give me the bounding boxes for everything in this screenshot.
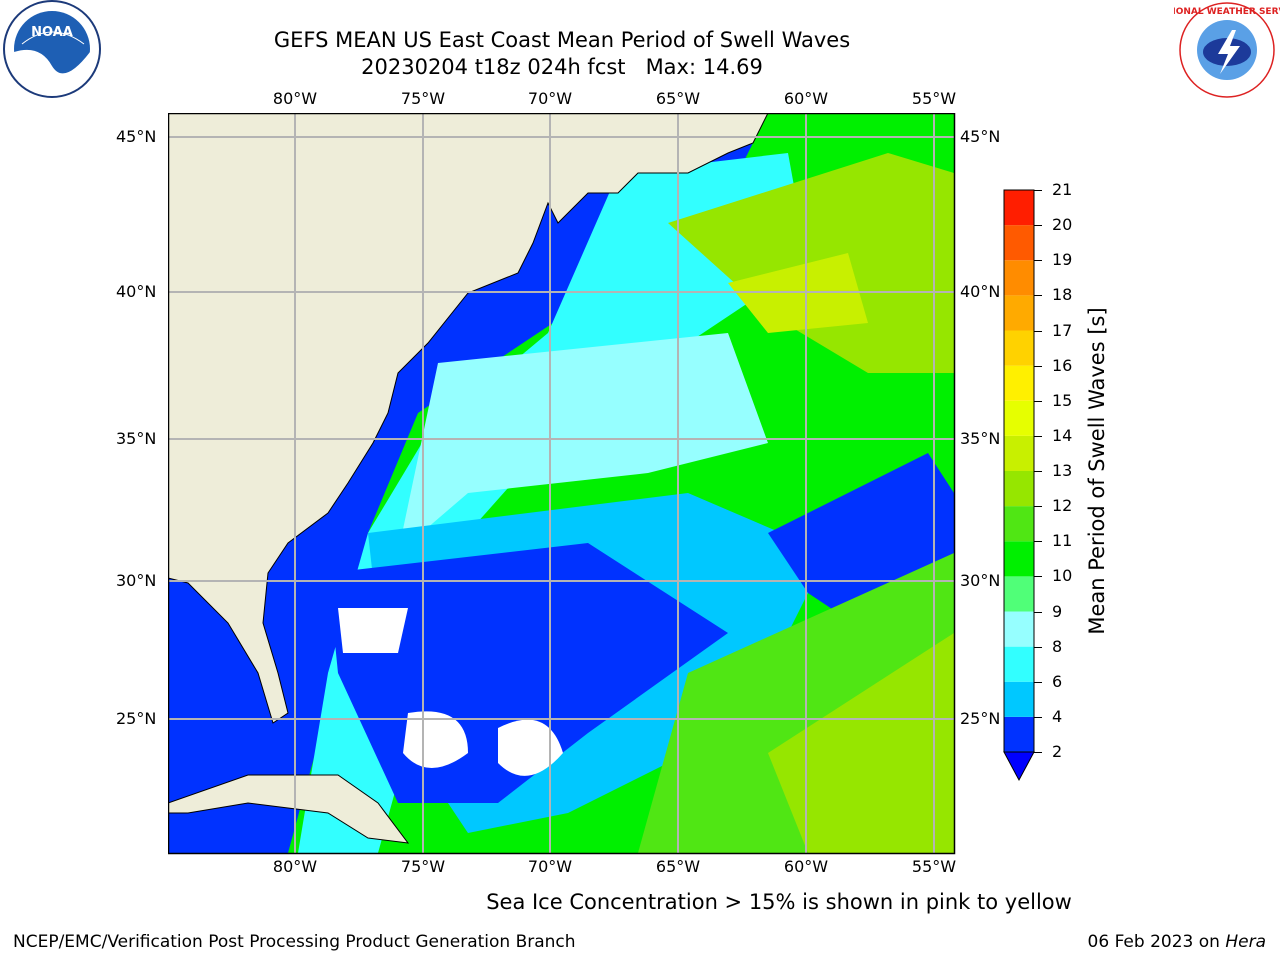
- lon-label-top: 80°W: [272, 89, 318, 108]
- colorbar-tick: [1034, 435, 1042, 437]
- colorbar-tick: [1034, 681, 1042, 683]
- colorbar-tick-label: 6: [1052, 671, 1063, 691]
- colorbar-tick: [1034, 576, 1042, 578]
- colorbar-swatch: [1004, 330, 1034, 366]
- colorbar-swatch: [1004, 681, 1034, 717]
- colorbar-tick: [1034, 295, 1042, 297]
- colorbar-swatch: [1004, 611, 1034, 647]
- colorbar-tick-label: 9: [1052, 601, 1063, 621]
- lon-label-bottom: 80°W: [272, 857, 318, 876]
- colorbar-tick: [1034, 365, 1042, 367]
- lat-label-right: 45°N: [960, 127, 1001, 146]
- colorbar-tick: [1034, 752, 1042, 753]
- footer-branch: NCEP/EMC/Verification Post Processing Pr…: [13, 932, 576, 952]
- lon-label-top: 75°W: [400, 89, 446, 108]
- lat-label-right: 25°N: [960, 709, 1001, 728]
- colorbar-tick-label: 11: [1052, 531, 1073, 551]
- colorbar-tick-label: 18: [1052, 285, 1073, 305]
- colorbar-tick-label: 14: [1052, 425, 1073, 445]
- colorbar-tick-label: 10: [1052, 566, 1073, 586]
- lon-label-top: 65°W: [655, 89, 701, 108]
- colorbar-swatch: [1004, 471, 1034, 507]
- lon-label-bottom: 65°W: [655, 857, 701, 876]
- colorbar-swatch: [1004, 435, 1034, 471]
- colorbar-tick-label: 20: [1052, 215, 1073, 235]
- colorbar-tick-label: 2: [1052, 742, 1063, 761]
- colorbar-title: Mean Period of Swell Waves [s]: [1085, 307, 1109, 635]
- colorbar-tick: [1034, 506, 1042, 508]
- colorbar-swatch: [1004, 365, 1034, 401]
- map-title: GEFS MEAN US East Coast Mean Period of S…: [273, 28, 851, 52]
- colorbar-swatch: [1004, 295, 1034, 331]
- colorbar-tick: [1034, 646, 1042, 648]
- footer-date-text: 06 Feb 2023 on: [1087, 932, 1226, 952]
- footer-date: 06 Feb 2023 on Hera: [1088, 932, 1266, 952]
- lon-label-bottom: 75°W: [400, 857, 446, 876]
- colorbar-tick: [1034, 611, 1042, 613]
- nws-logo-icon: NATIONAL WEATHER SERVICE: [1174, 2, 1280, 98]
- colorbar-under-arrow: [1003, 751, 1035, 782]
- colorbar-tick: [1034, 541, 1042, 543]
- colorbar-swatch: [1004, 646, 1034, 682]
- colorbar: [1003, 189, 1035, 782]
- colorbar-swatch: [1004, 506, 1034, 542]
- colorbar-swatch: [1004, 576, 1034, 612]
- sea-ice-note: Sea Ice Concentration > 15% is shown in …: [486, 890, 1072, 914]
- lat-label-right: 30°N: [960, 571, 1001, 590]
- colorbar-tick-label: 15: [1052, 390, 1073, 410]
- colorbar-swatch: [1004, 716, 1034, 752]
- nws-logo-text: NATIONAL WEATHER SERVICE: [1174, 7, 1280, 17]
- lat-label-left: 25°N: [116, 709, 157, 728]
- colorbar-swatch: [1004, 225, 1034, 261]
- colorbar-swatch: [1004, 541, 1034, 577]
- colorbar-tick-label: 16: [1052, 355, 1073, 375]
- colorbar-swatch: [1004, 260, 1034, 296]
- colorbar-tick-label: 17: [1052, 320, 1073, 340]
- colorbar-tick: [1034, 716, 1042, 718]
- colorbar-tick-label: 21: [1052, 180, 1073, 199]
- colorbar-tick-label: 8: [1052, 636, 1063, 656]
- lon-label-bottom: 70°W: [527, 857, 573, 876]
- colorbar-tick-label: 12: [1052, 496, 1073, 516]
- lon-label-top: 70°W: [527, 89, 573, 108]
- colorbar-tick-label: 13: [1052, 461, 1073, 480]
- lat-label-left: 35°N: [116, 429, 157, 448]
- lat-label-left: 45°N: [116, 127, 157, 146]
- colorbar-tick: [1034, 400, 1042, 402]
- lon-label-top: 55°W: [911, 89, 957, 108]
- lon-label-bottom: 60°W: [783, 857, 829, 876]
- colorbar-swatch: [1004, 190, 1034, 226]
- lat-label-left: 30°N: [116, 571, 157, 590]
- swell-period-map: [168, 113, 956, 855]
- lon-label-bottom: 55°W: [911, 857, 957, 876]
- lon-label-top: 60°W: [783, 89, 829, 108]
- lat-label-right: 35°N: [960, 429, 1001, 448]
- noaa-logo-text: NOAA: [31, 25, 73, 40]
- map-subtitle: 20230204 t18z 024h fcst Max: 14.69: [361, 55, 763, 79]
- colorbar-tick-label: 4: [1052, 706, 1063, 726]
- colorbar-tick: [1034, 225, 1042, 227]
- colorbar-tick-label: 19: [1052, 250, 1073, 270]
- noaa-logo-icon: NOAA: [3, 0, 101, 98]
- footer-machine: Hera: [1225, 932, 1266, 952]
- colorbar-swatch: [1004, 400, 1034, 436]
- colorbar-tick: [1034, 190, 1042, 191]
- colorbar-tick: [1034, 330, 1042, 332]
- lat-label-right: 40°N: [960, 282, 1001, 301]
- lat-label-left: 40°N: [116, 282, 157, 301]
- colorbar-tick: [1034, 260, 1042, 262]
- colorbar-tick: [1034, 471, 1042, 472]
